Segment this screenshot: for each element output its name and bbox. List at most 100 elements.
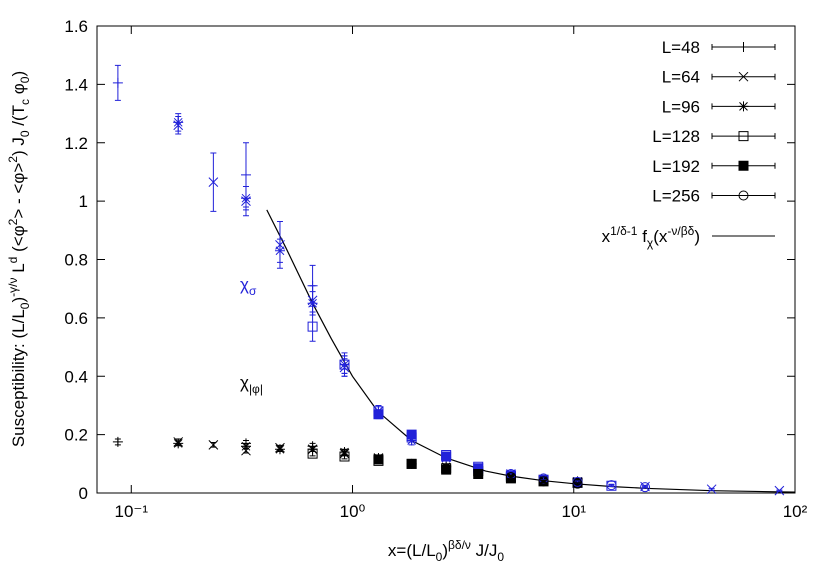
point [240,441,251,452]
point [505,471,516,482]
legend-label: L=128 [652,127,700,146]
x-tick-label: 10⁻¹ [114,502,148,521]
point [774,485,785,496]
y-axis-label: Susceptibility: (L/L0)-γ/ν Ld (<φ2> - <φ… [6,71,32,447]
legend-label: L=256 [652,187,700,206]
error-bar [642,486,649,489]
y-label-part: c [18,99,32,105]
y-label-part: (<φ [9,225,28,256]
error-bar [341,453,348,460]
y-tick-label: 0.2 [64,426,88,445]
point [339,451,350,462]
legend-marker [738,190,749,201]
point [339,359,350,370]
y-label-part: 0 [18,302,32,309]
point [307,298,318,309]
x-label-part: 0 [497,550,504,564]
y-label-part: φ [9,83,28,99]
plot-frame [96,25,796,494]
legend-label-part: ) [694,227,700,246]
error-bar [507,474,514,479]
y-label-part: > - <φ> [9,163,28,219]
point [373,454,384,465]
point [240,193,251,204]
x-tick-label: 10¹ [561,502,586,521]
point [307,321,318,332]
point [406,429,417,440]
y-tick-label: 1.2 [64,134,88,153]
legend-marker [738,160,749,171]
point [606,480,617,491]
y-label-part: ) J [9,137,28,156]
error-bar [341,355,348,374]
y-label-part: Susceptibility: (L/L [9,309,28,447]
x-label-part: x=(L/L [388,541,436,560]
legend-marker [738,42,749,52]
x-label-part: βδ/ν [448,538,471,552]
x-tick-label: 10² [783,502,808,521]
x-label-part: J/J [471,541,497,560]
y-label-part: -γ/ν [6,278,20,297]
y-tick-label: 0.6 [64,309,88,328]
point [373,409,384,420]
point [274,444,285,455]
error-bar [608,483,615,487]
legend-label-part: x [602,227,611,246]
point [112,436,123,447]
y-label-part: 0 [18,130,32,137]
point [208,439,219,450]
point [406,458,417,469]
y-tick-label: 0.4 [64,367,88,386]
y-label-part: L [9,263,28,277]
point [307,448,318,459]
y-label-part: ) [9,71,28,77]
point [173,438,184,449]
legend-label: L=192 [652,157,700,176]
point [240,169,251,180]
legend-label-part: (x [653,227,668,246]
legend-label-part: f [637,227,647,246]
legend-marker [738,101,749,112]
point [441,451,452,462]
y-label-part: /(T [9,105,28,131]
error-bar [574,482,581,486]
error-bar [540,479,547,483]
point [173,117,184,128]
legend-marker [738,71,749,82]
legend-label: L=64 [662,68,700,87]
legend-label-part: -ν/βδ [667,224,694,238]
point [473,469,484,480]
y-label-part: ) [9,297,28,303]
point [640,482,651,493]
y-tick-label: 0 [79,484,88,503]
y-label-part: d [6,257,20,264]
error-bar [309,450,316,457]
point [112,77,123,88]
legend-label: L=48 [662,38,700,57]
annotation-part: σ [249,284,257,298]
y-tick-label: 1.4 [64,75,88,94]
y-tick-label: 1.6 [64,17,88,36]
y-label-part: 2 [6,218,20,225]
x-label-part: 0 [436,550,443,564]
annotation-part: χ [240,275,249,294]
point [208,177,219,188]
error-bar [309,311,316,342]
annotation-part: |φ| [249,382,263,396]
legend-line [711,192,776,199]
annotation: χσ [240,275,257,298]
legend-label: L=96 [662,97,700,116]
legend-label-part: 1/δ-1 [610,224,638,238]
x-axis-label: x=(L/L0)βδ/ν J/J0 [388,538,504,564]
annotation: χ|φ| [240,373,263,396]
annotation-part: χ [240,373,249,392]
legend-line [711,133,776,140]
point [572,478,583,489]
y-label-part: 2 [6,156,20,163]
legend-label-part: χ [647,236,654,250]
point [274,245,285,256]
x-tick-label: 10⁰ [340,502,366,521]
point [538,476,549,487]
